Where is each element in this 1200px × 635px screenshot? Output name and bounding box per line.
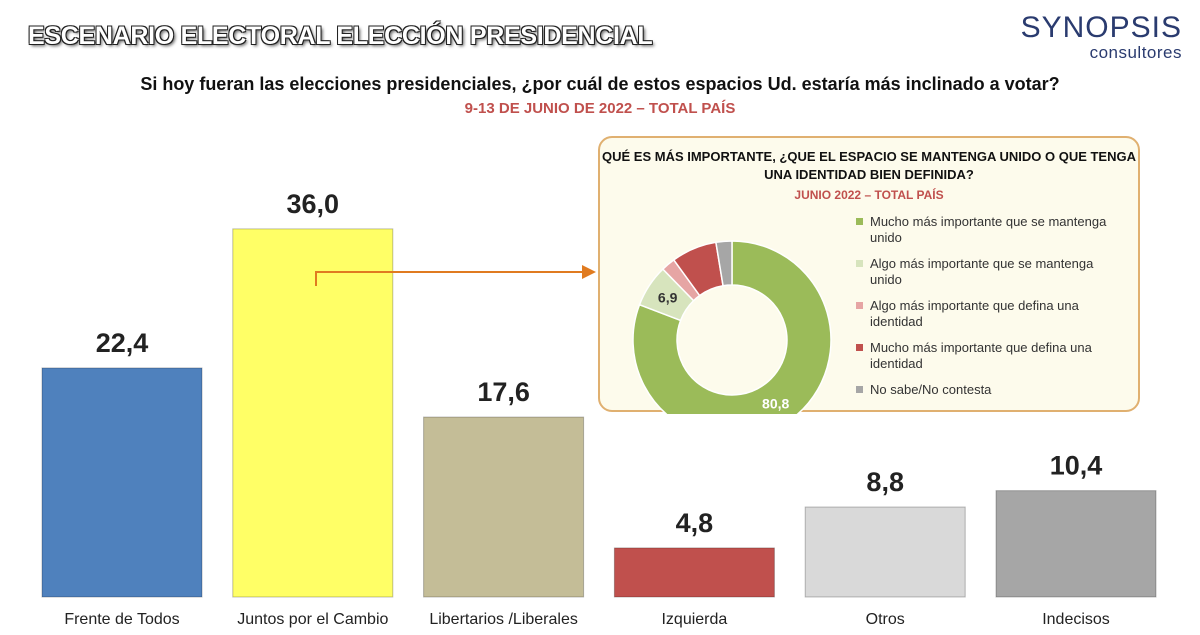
legend-label: Algo más importante que defina una ident… [870,298,1079,329]
bar-value-label-1: 36,0 [287,189,340,219]
legend-item: Algo más importante que se mantenga unid… [856,256,1126,288]
donut-value-label-0: 80,8 [762,395,789,411]
bar-2 [423,416,585,598]
bar-5 [995,490,1157,598]
category-label-1: Juntos por el Cambio [237,611,388,628]
legend-label: No sabe/No contesta [870,382,992,397]
legend-item: No sabe/No contesta [856,382,1126,398]
category-label-4: Otros [866,611,905,628]
legend-swatch [856,260,863,267]
legend-item: Algo más importante que defina una ident… [856,298,1126,330]
bar-0 [41,367,203,598]
bar-value-label-3: 4,8 [676,508,714,538]
legend-swatch [856,386,863,393]
donut-value-label-1: 6,9 [658,290,678,306]
legend-swatch [856,344,863,351]
synopsis-logo: SYNOPSIS consultores [1021,12,1182,62]
donut-legend: Mucho más importante que se mantenga uni… [856,214,1126,408]
inset-panel: QUÉ ES MÁS IMPORTANTE, ¿QUE EL ESPACIO S… [598,136,1140,414]
legend-item: Mucho más importante que se mantenga uni… [856,214,1126,246]
headline: ESCENARIO ELECTORAL ELECCIÓN PRESIDENCIA… [28,22,653,50]
category-label-2: Libertarios /Liberales [429,611,578,628]
legend-label: Mucho más importante que defina una iden… [870,340,1092,371]
survey-question: Si hoy fueran las elecciones presidencia… [140,74,1060,94]
category-label-0: Frente de Todos [64,611,179,628]
bar-value-label-4: 8,8 [866,467,904,497]
inset-subtitle: JUNIO 2022 – TOTAL PAÍS [794,188,944,202]
category-label-3: Izquierda [661,611,727,628]
donut-chart: 80,8 6,9 [632,240,832,414]
inset-title: QUÉ ES MÁS IMPORTANTE, ¿QUE EL ESPACIO S… [601,149,1136,182]
category-label-5: Indecisos [1042,611,1110,628]
connector-arrow-icon [582,265,596,279]
bar-3 [613,547,775,598]
legend-label: Mucho más importante que se mantenga uni… [870,214,1107,245]
logo-main-text: SYNOPSIS [1020,11,1182,44]
bar-value-label-5: 10,4 [1050,451,1103,481]
connector-line [315,271,582,286]
legend-item: Mucho más importante que defina una iden… [856,340,1126,372]
legend-swatch [856,302,863,309]
legend-label: Algo más importante que se mantenga unid… [870,256,1094,287]
logo-sub-text: consultores [1089,43,1182,62]
bar-1 [232,228,394,598]
donut-slice-4 [715,240,733,287]
legend-swatch [856,218,863,225]
donut-slice-0 [632,240,832,414]
bar-value-label-0: 22,4 [96,328,149,358]
survey-date: 9-13 DE JUNIO DE 2022 – TOTAL PAÍS [464,100,736,117]
bar-4 [804,506,966,598]
bar-value-label-2: 17,6 [477,377,530,407]
